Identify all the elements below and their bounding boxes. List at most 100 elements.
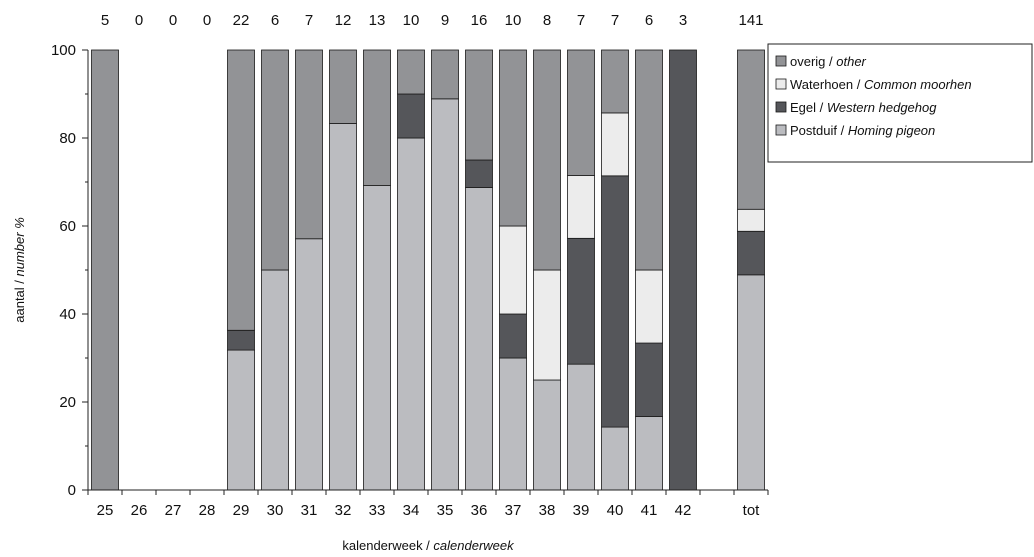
bar-segment-38-waterhoen <box>533 269 561 381</box>
bar-segment-37-waterhoen <box>499 225 527 315</box>
x-tick-label: 42 <box>675 502 692 519</box>
bar-segment-41-egel <box>635 342 663 417</box>
x-tick-label: 31 <box>301 502 318 519</box>
x-tick-label: 39 <box>573 502 590 519</box>
bar-segment-32-overig <box>329 49 357 124</box>
y-tick-label: 0 <box>68 482 76 499</box>
bar-segment-40-overig <box>601 49 629 114</box>
bar-segment-25-overig <box>91 49 119 491</box>
x-tick-label: 35 <box>437 502 454 519</box>
bar-segment-35-postduif <box>431 98 459 491</box>
bar-segment-tot-egel <box>737 230 765 276</box>
x-tick-label: 27 <box>165 502 182 519</box>
bar-segment-33-postduif <box>363 185 391 491</box>
bar-segment-31-overig <box>295 49 323 240</box>
count-label: 8 <box>543 12 551 29</box>
count-label: 141 <box>738 12 763 29</box>
bar-segment-34-postduif <box>397 137 425 491</box>
bar-segment-39-egel <box>567 237 595 365</box>
count-label: 10 <box>403 12 420 29</box>
count-label: 6 <box>645 12 653 29</box>
y-tick-label: 20 <box>59 394 76 411</box>
x-tick-label: 33 <box>369 502 386 519</box>
x-tick-label: tot <box>743 502 761 519</box>
count-label: 9 <box>441 12 449 29</box>
y-axis-title: aantal / number % <box>12 217 27 323</box>
x-tick-label: 29 <box>233 502 250 519</box>
bar-segment-39-waterhoen <box>567 174 595 239</box>
count-label: 3 <box>679 12 687 29</box>
bar-segment-29-postduif <box>227 349 255 491</box>
x-tick-label: 25 <box>97 502 114 519</box>
bar-segment-30-overig <box>261 49 289 271</box>
bar-segment-41-waterhoen <box>635 269 663 344</box>
x-tick-label: 32 <box>335 502 352 519</box>
bar-segment-39-overig <box>567 49 595 176</box>
legend-label-waterhoen: Waterhoen / Common moorhen <box>790 77 972 92</box>
y-tick-label: 80 <box>59 130 76 147</box>
bar-segment-tot-postduif <box>737 274 765 491</box>
x-tick-label: 26 <box>131 502 148 519</box>
bar-segment-34-overig <box>397 49 425 95</box>
bar-segment-35-overig <box>431 49 459 100</box>
count-label: 13 <box>369 12 386 29</box>
bar-segment-36-overig <box>465 49 493 161</box>
bar-segment-36-egel <box>465 159 493 188</box>
legend-box <box>767 43 1033 163</box>
bar-segment-29-egel <box>227 329 255 351</box>
bar-segment-37-overig <box>499 49 527 227</box>
x-tick-label: 41 <box>641 502 658 519</box>
x-axis-title: kalenderweek / calenderweek <box>342 538 515 553</box>
count-label: 16 <box>471 12 488 29</box>
bar-segment-42-egel <box>669 49 697 491</box>
bar-segment-38-postduif <box>533 379 561 491</box>
y-tick-label: 100 <box>51 42 76 59</box>
x-tick-label: 37 <box>505 502 522 519</box>
x-tick-label: 36 <box>471 502 488 519</box>
bar-segment-40-postduif <box>601 426 629 491</box>
bar-segment-33-overig <box>363 49 391 186</box>
legend-label-egel: Egel / Western hedgehog <box>790 100 937 115</box>
bar-segment-32-postduif <box>329 123 357 491</box>
x-tick-label: 34 <box>403 502 420 519</box>
count-label: 0 <box>135 12 143 29</box>
bar-segment-38-overig <box>533 49 561 271</box>
count-label: 10 <box>505 12 522 29</box>
count-label: 7 <box>611 12 619 29</box>
legend-swatch-waterhoen <box>775 78 787 90</box>
bar-segment-37-postduif <box>499 357 527 491</box>
count-label: 6 <box>271 12 279 29</box>
legend-label-postduif: Postduif / Homing pigeon <box>790 123 935 138</box>
x-tick-label: 38 <box>539 502 556 519</box>
bar-segment-40-egel <box>601 175 629 428</box>
x-tick-label: 30 <box>267 502 284 519</box>
x-tick-label: 40 <box>607 502 624 519</box>
y-tick-label: 60 <box>59 218 76 235</box>
bar-segment-tot-overig <box>737 49 765 210</box>
bar-segment-41-overig <box>635 49 663 271</box>
count-label: 0 <box>203 12 211 29</box>
x-tick-label: 28 <box>199 502 216 519</box>
count-label: 12 <box>335 12 352 29</box>
bar-segment-39-postduif <box>567 363 595 491</box>
count-label: 0 <box>169 12 177 29</box>
bar-segment-37-egel <box>499 313 527 359</box>
count-label: 7 <box>305 12 313 29</box>
legend-swatch-egel <box>775 101 787 113</box>
bar-segment-30-postduif <box>261 269 289 491</box>
legend-swatch-postduif <box>775 124 787 136</box>
bar-segment-tot-waterhoen <box>737 208 765 232</box>
bar-segment-29-overig <box>227 49 255 331</box>
legend-swatch-overig <box>775 55 787 67</box>
count-label: 5 <box>101 12 109 29</box>
count-label: 7 <box>577 12 585 29</box>
bar-segment-31-postduif <box>295 238 323 491</box>
bar-segment-40-waterhoen <box>601 112 629 177</box>
legend-label-overig: overig / other <box>790 54 867 69</box>
bar-segment-36-postduif <box>465 187 493 491</box>
bar-segment-41-postduif <box>635 416 663 491</box>
y-tick-label: 40 <box>59 306 76 323</box>
count-label: 22 <box>233 12 250 29</box>
